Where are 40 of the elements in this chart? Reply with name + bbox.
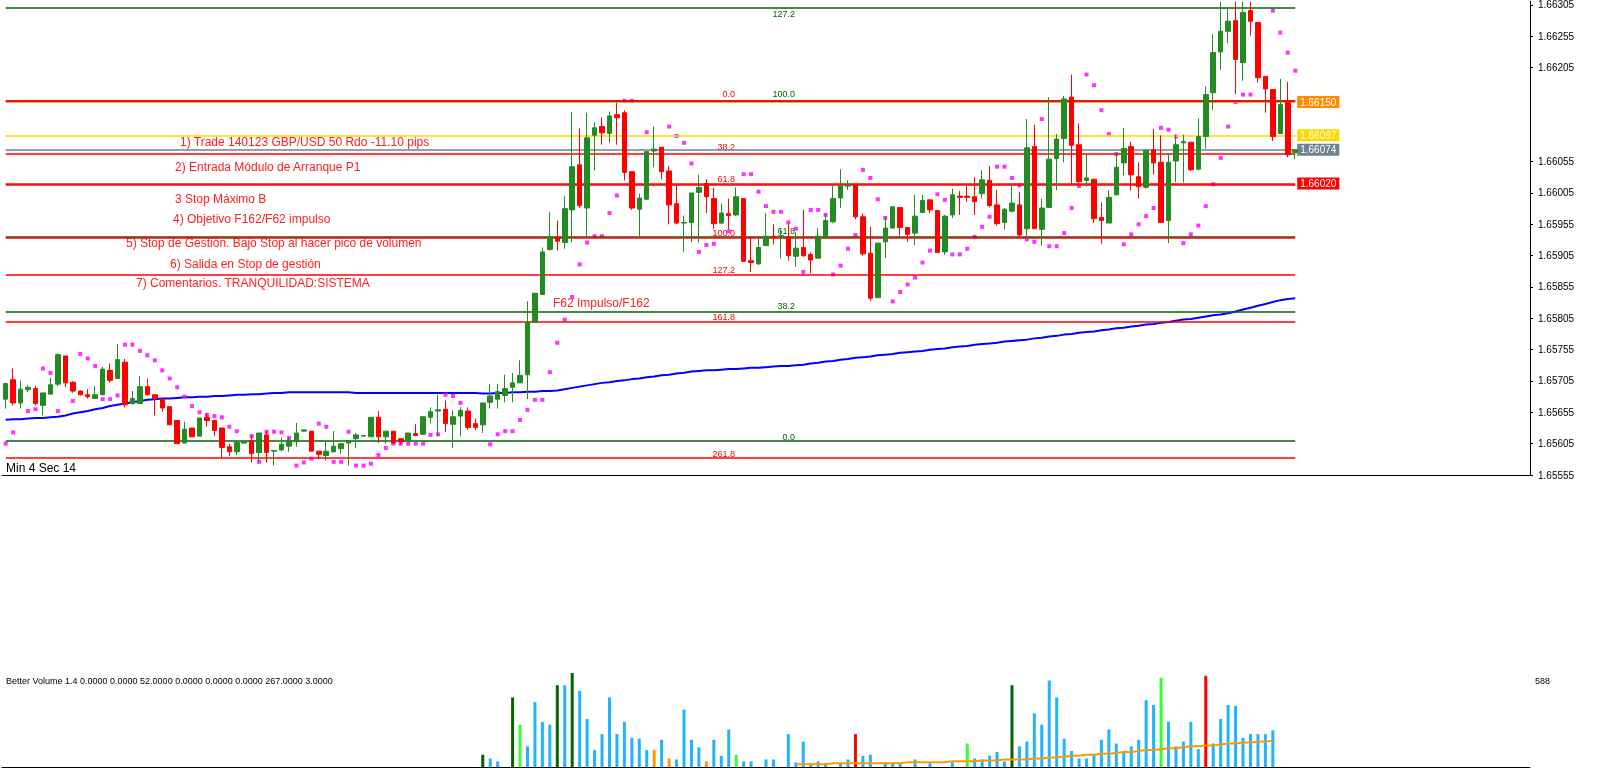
y-tick-label: 1.65905 <box>1538 250 1575 262</box>
y-tick-label: 1.65755 <box>1538 344 1575 356</box>
y-tick-label: 1.65555 <box>1538 469 1575 481</box>
ref-line-label: 1.66097 <box>1300 129 1337 141</box>
annotation: 261.8 <box>712 448 736 459</box>
y-tick-label: 1.66205 <box>1538 62 1575 74</box>
annotation: 38.2 <box>717 142 736 153</box>
annotation: 4) Objetivo F162/F62 impulso <box>173 212 331 226</box>
annotation: 2) Entrada Módulo de Arranque P1 <box>175 160 361 174</box>
y-tick-label: 1.66005 <box>1538 187 1575 199</box>
text: 588 <box>1534 675 1551 686</box>
y-tick-label: 1.66305 <box>1538 0 1575 11</box>
y-tick-label: 1.65705 <box>1538 375 1575 387</box>
annotation: 127.2 <box>772 9 796 20</box>
y-tick-label: 1.66255 <box>1538 30 1575 42</box>
annotation: 0.0 <box>782 432 795 443</box>
y-tick-label: 1.65855 <box>1538 281 1575 293</box>
annotation: Min 4 Sec 14 <box>6 461 77 475</box>
annotation: 100.0 <box>712 227 736 238</box>
y-tick-label: 1.65605 <box>1538 438 1575 450</box>
y-tick-label: 1.66055 <box>1538 156 1575 168</box>
annotation: 127.2 <box>712 264 736 275</box>
chart-title: Better Volume 1.4 0.0000 0.0000 52.0000 0.0000 0.0000 0.0000 267.0000 3.0000 <box>6 675 333 686</box>
y-tick-label: 1.65805 <box>1538 312 1575 324</box>
annotation: 6) Salida en Stop de gestión <box>170 257 321 271</box>
y-tick-label: 1.65955 <box>1538 218 1575 230</box>
annotation: 7) Comentarios. TRANQUILIDAD:SISTEMA <box>136 276 370 290</box>
ref-line-label: 1.66150 <box>1300 96 1337 108</box>
annotation: 161.8 <box>712 312 736 323</box>
annotation: 5) Stop de Gestión. Bajo Stop al hacer pico de volumen <box>126 236 422 250</box>
annotation: 100.0 <box>772 89 796 100</box>
ref-line-label: 1.66020 <box>1300 178 1337 190</box>
annotation: 1) Trade 140123 GBP/USD 50 Rdo -11.10 pips <box>180 135 430 149</box>
annotation: F62 Impulso/F162 <box>553 296 651 310</box>
y-tick-label: 1.65655 <box>1538 406 1575 418</box>
ref-line-label: 1.66074 <box>1300 144 1337 156</box>
annotation: 0.0 <box>722 89 735 100</box>
annotation: 3 Stop Máximo B <box>175 192 267 206</box>
annotation: 61.8 <box>717 173 736 184</box>
annotation: 38.2 <box>777 301 796 312</box>
